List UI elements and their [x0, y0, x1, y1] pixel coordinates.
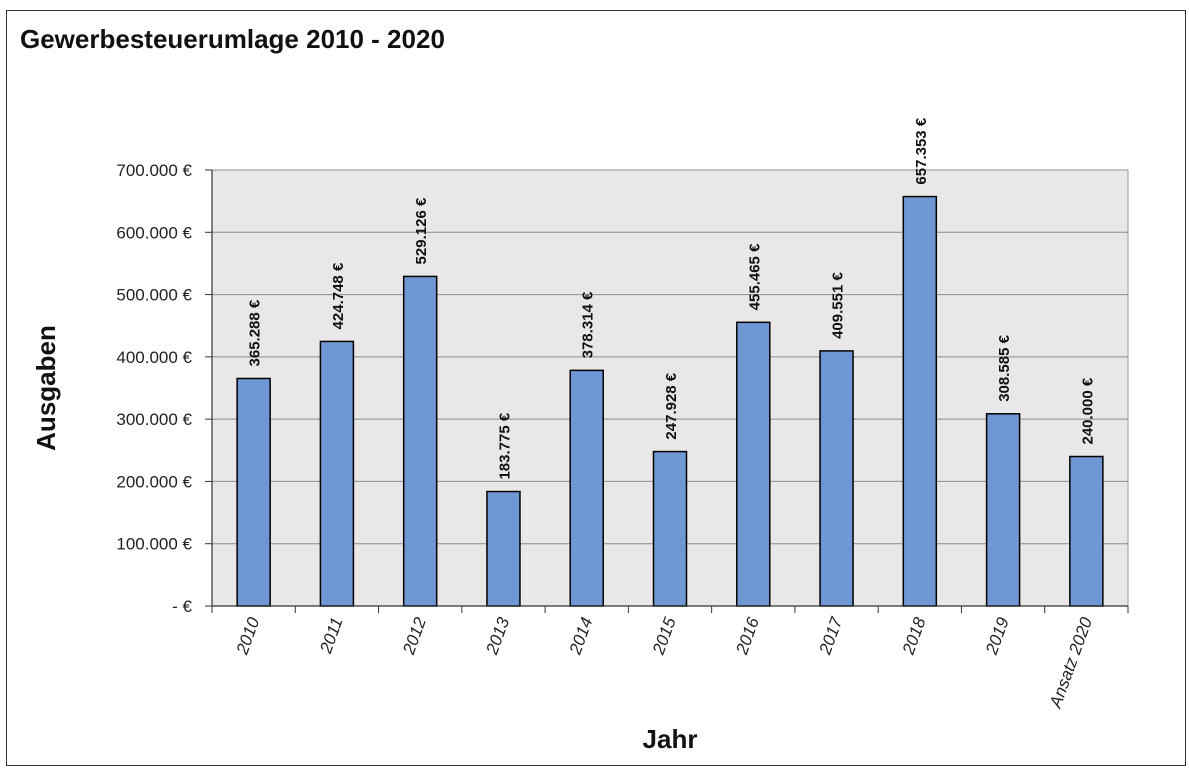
- bar: [985, 413, 1021, 607]
- axes: [205, 169, 1129, 613]
- data-label: 455.465 €: [746, 243, 763, 310]
- data-label: 657.353 €: [913, 117, 930, 184]
- bar: [1069, 455, 1104, 607]
- x-tick-label: Ansatz 2020: [1046, 614, 1097, 711]
- x-tick-label: 2016: [732, 614, 763, 657]
- y-tick-labels: - € 100.000 € 200.000 € 300.000 € 400.000 € 5…: [116, 161, 192, 616]
- y-tick-label: 600.000 €: [116, 223, 192, 242]
- y-tick-label: 700.000 €: [116, 161, 192, 180]
- x-tick-label: 2015: [649, 614, 680, 657]
- x-tick-labels: 2010 2011 2012 2013 2014 2015 2016 2017 2018 2019…: [232, 614, 1096, 711]
- data-label: 365.288 €: [247, 299, 264, 366]
- y-tick-label: 200.000 €: [116, 472, 192, 491]
- x-tick-label: 2014: [565, 615, 596, 658]
- y-tick-label: 400.000 €: [116, 348, 192, 367]
- data-label: 240.000 €: [1079, 377, 1096, 444]
- bar: [236, 377, 271, 607]
- bar: [319, 340, 355, 607]
- x-tick-label: 2010: [232, 614, 263, 657]
- data-label: 247.928 €: [663, 372, 680, 439]
- x-tick-label: 2017: [815, 614, 846, 657]
- bar: [652, 450, 688, 607]
- bar: [902, 195, 938, 607]
- y-tick-label: - €: [172, 597, 192, 616]
- x-tick-label: 2018: [898, 614, 929, 657]
- bar: [402, 275, 438, 607]
- bar: [569, 369, 604, 607]
- chart-title: Gewerbesteuerumlage 2010 - 2020: [20, 24, 445, 54]
- y-axis-title: Ausgaben: [31, 325, 61, 451]
- bar: [819, 350, 854, 607]
- x-axis-title: Jahr: [643, 724, 698, 754]
- x-tick-label: 2019: [982, 614, 1013, 657]
- y-tick-label: 100.000 €: [116, 535, 192, 554]
- data-labels: 365.288 € 424.748 € 529.126 € 183.775 € 378.…: [247, 117, 1097, 479]
- bar: [736, 321, 771, 607]
- data-label: 424.748 €: [330, 262, 347, 329]
- x-tick-label: 2012: [399, 614, 430, 657]
- bar: [486, 490, 521, 607]
- data-label: 183.775 €: [496, 412, 513, 479]
- x-tick-label: 2013: [482, 614, 513, 657]
- x-tick-label: 2011: [316, 615, 347, 657]
- data-label: 378.314 €: [580, 291, 597, 358]
- data-label: 529.126 €: [413, 197, 430, 264]
- y-tick-label: 500.000 €: [116, 286, 192, 305]
- y-tick-label: 300.000 €: [116, 410, 192, 429]
- data-label: 409.551 €: [830, 272, 847, 339]
- data-label: 308.585 €: [996, 334, 1013, 401]
